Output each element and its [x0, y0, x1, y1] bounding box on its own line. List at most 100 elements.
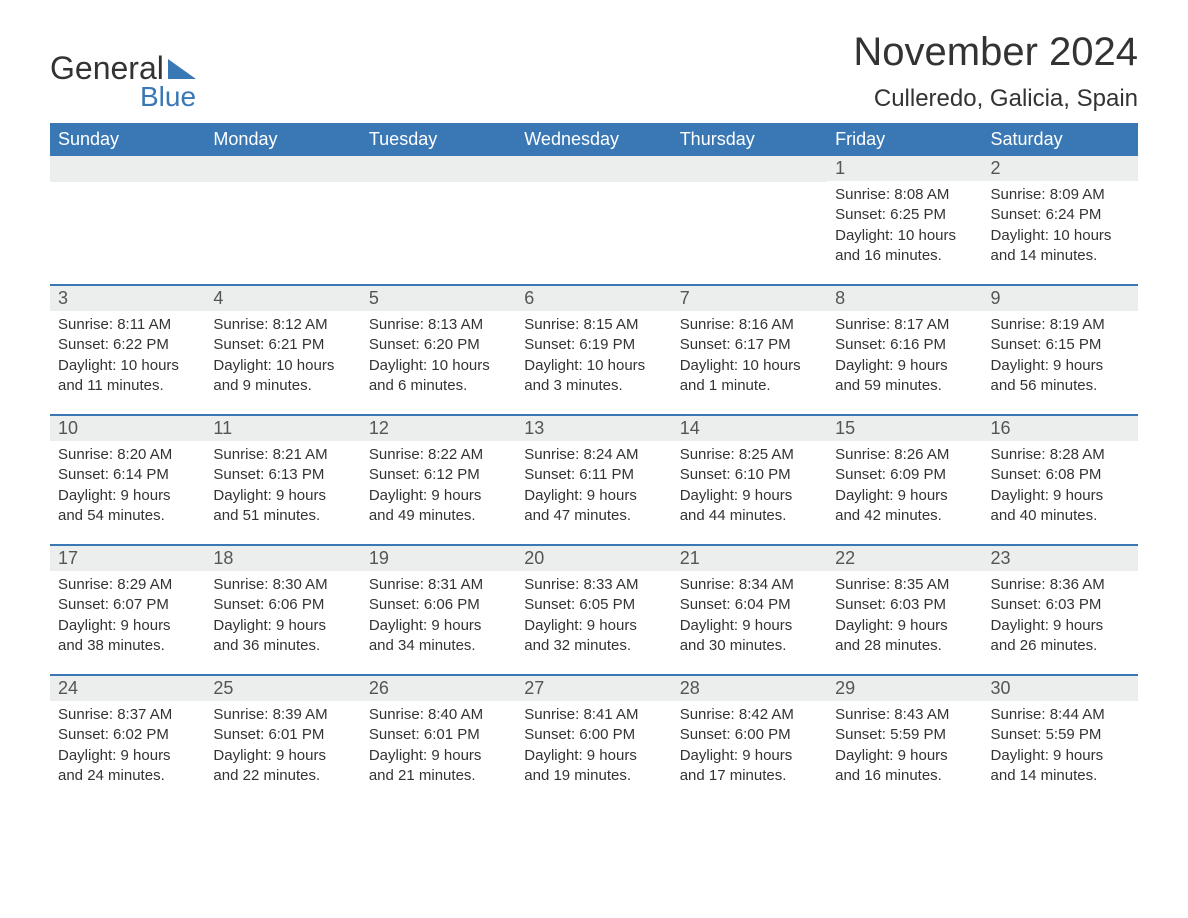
day-cell: 8Sunrise: 8:17 AMSunset: 6:16 PMDaylight…	[827, 286, 982, 414]
day-number: 1	[827, 156, 982, 181]
daylight-line2: and 1 minute.	[680, 376, 819, 396]
daylight-line2: and 54 minutes.	[58, 506, 197, 526]
day-body: Sunrise: 8:31 AMSunset: 6:06 PMDaylight:…	[361, 571, 516, 666]
sunset-text: Sunset: 6:03 PM	[835, 595, 974, 615]
sunrise-text: Sunrise: 8:37 AM	[58, 705, 197, 725]
sunset-text: Sunset: 6:02 PM	[58, 725, 197, 745]
daylight-line1: Daylight: 9 hours	[369, 746, 508, 766]
day-cell: 23Sunrise: 8:36 AMSunset: 6:03 PMDayligh…	[983, 546, 1138, 674]
day-header-cell: Sunday	[50, 123, 205, 156]
day-body: Sunrise: 8:16 AMSunset: 6:17 PMDaylight:…	[672, 311, 827, 406]
sunrise-text: Sunrise: 8:43 AM	[835, 705, 974, 725]
daylight-line1: Daylight: 9 hours	[524, 616, 663, 636]
day-number: 12	[361, 416, 516, 441]
empty-cell	[672, 156, 827, 284]
daylight-line1: Daylight: 9 hours	[991, 356, 1130, 376]
daylight-line1: Daylight: 9 hours	[835, 486, 974, 506]
daylight-line1: Daylight: 9 hours	[369, 616, 508, 636]
day-body: Sunrise: 8:37 AMSunset: 6:02 PMDaylight:…	[50, 701, 205, 796]
day-cell: 15Sunrise: 8:26 AMSunset: 6:09 PMDayligh…	[827, 416, 982, 544]
sunrise-text: Sunrise: 8:44 AM	[991, 705, 1130, 725]
day-number: 14	[672, 416, 827, 441]
day-number: 27	[516, 676, 671, 701]
daylight-line2: and 44 minutes.	[680, 506, 819, 526]
sunrise-text: Sunrise: 8:41 AM	[524, 705, 663, 725]
day-number: 6	[516, 286, 671, 311]
month-title: November 2024	[853, 30, 1138, 75]
day-number: 29	[827, 676, 982, 701]
sunrise-text: Sunrise: 8:09 AM	[991, 185, 1130, 205]
sunrise-text: Sunrise: 8:20 AM	[58, 445, 197, 465]
day-number: 11	[205, 416, 360, 441]
daylight-line1: Daylight: 9 hours	[835, 746, 974, 766]
daylight-line2: and 40 minutes.	[991, 506, 1130, 526]
sunrise-text: Sunrise: 8:21 AM	[213, 445, 352, 465]
sunset-text: Sunset: 6:11 PM	[524, 465, 663, 485]
day-cell: 12 Sunrise: 8:22 AMSunset: 6:12 PMDayligh…	[361, 416, 516, 544]
sunset-text: Sunset: 6:20 PM	[369, 335, 508, 355]
daylight-line1: Daylight: 10 hours	[213, 356, 352, 376]
daylight-line1: Daylight: 9 hours	[213, 746, 352, 766]
daylight-line2: and 24 minutes.	[58, 766, 197, 786]
day-body: Sunrise: 8:25 AMSunset: 6:10 PMDaylight:…	[672, 441, 827, 536]
daylight-line2: and 14 minutes.	[991, 766, 1130, 786]
day-cell: 19Sunrise: 8:31 AMSunset: 6:06 PMDayligh…	[361, 546, 516, 674]
daylight-line2: and 34 minutes.	[369, 636, 508, 656]
sunrise-text: Sunrise: 8:39 AM	[213, 705, 352, 725]
sunset-text: Sunset: 6:12 PM	[369, 465, 508, 485]
daylight-line2: and 21 minutes.	[369, 766, 508, 786]
day-cell: 20Sunrise: 8:33 AMSunset: 6:05 PMDayligh…	[516, 546, 671, 674]
daylight-line1: Daylight: 10 hours	[369, 356, 508, 376]
day-header-cell: Monday	[205, 123, 360, 156]
sunset-text: Sunset: 6:24 PM	[991, 205, 1130, 225]
daylight-line2: and 51 minutes.	[213, 506, 352, 526]
sunrise-text: Sunrise: 8:26 AM	[835, 445, 974, 465]
sunrise-text: Sunrise: 8:22 AM	[369, 445, 508, 465]
sunrise-text: Sunrise: 8:42 AM	[680, 705, 819, 725]
sunset-text: Sunset: 5:59 PM	[835, 725, 974, 745]
day-number: 21	[672, 546, 827, 571]
sunset-text: Sunset: 6:19 PM	[524, 335, 663, 355]
sunset-text: Sunset: 6:06 PM	[213, 595, 352, 615]
day-number: 7	[672, 286, 827, 311]
daylight-line2: and 11 minutes.	[58, 376, 197, 396]
day-body: Sunrise: 8:19 AMSunset: 6:15 PMDaylight:…	[983, 311, 1138, 406]
empty-cell	[205, 156, 360, 284]
daylight-line1: Daylight: 9 hours	[524, 486, 663, 506]
day-number: 24	[50, 676, 205, 701]
sunset-text: Sunset: 6:04 PM	[680, 595, 819, 615]
day-number: 13	[516, 416, 671, 441]
day-cell: 17Sunrise: 8:29 AMSunset: 6:07 PMDayligh…	[50, 546, 205, 674]
daylight-line1: Daylight: 9 hours	[58, 486, 197, 506]
sunset-text: Sunset: 6:06 PM	[369, 595, 508, 615]
day-body: Sunrise: 8:28 AMSunset: 6:08 PMDaylight:…	[983, 441, 1138, 536]
sunset-text: Sunset: 6:00 PM	[524, 725, 663, 745]
sunrise-text: Sunrise: 8:25 AM	[680, 445, 819, 465]
sunrise-text: Sunrise: 8:08 AM	[835, 185, 974, 205]
sunset-text: Sunset: 6:03 PM	[991, 595, 1130, 615]
daylight-line1: Daylight: 9 hours	[991, 486, 1130, 506]
day-cell: 11Sunrise: 8:21 AMSunset: 6:13 PMDayligh…	[205, 416, 360, 544]
daylight-line2: and 22 minutes.	[213, 766, 352, 786]
day-number: 10	[50, 416, 205, 441]
day-number	[50, 156, 205, 182]
day-number	[672, 156, 827, 182]
day-body: Sunrise: 8:41 AMSunset: 6:00 PMDaylight:…	[516, 701, 671, 796]
day-number	[205, 156, 360, 182]
daylight-line1: Daylight: 9 hours	[369, 486, 508, 506]
sunrise-text: Sunrise: 8:11 AM	[58, 315, 197, 335]
sunrise-text: Sunrise: 8:17 AM	[835, 315, 974, 335]
daylight-line2: and 49 minutes.	[369, 506, 508, 526]
day-number: 5	[361, 286, 516, 311]
day-cell: 1Sunrise: 8:08 AMSunset: 6:25 PMDaylight…	[827, 156, 982, 284]
daylight-line2: and 26 minutes.	[991, 636, 1130, 656]
logo-word2: Blue	[140, 81, 196, 113]
daylight-line1: Daylight: 9 hours	[58, 746, 197, 766]
day-header-cell: Friday	[827, 123, 982, 156]
daylight-line1: Daylight: 9 hours	[835, 356, 974, 376]
sunset-text: Sunset: 6:09 PM	[835, 465, 974, 485]
day-body: Sunrise: 8:29 AMSunset: 6:07 PMDaylight:…	[50, 571, 205, 666]
day-cell: 22Sunrise: 8:35 AMSunset: 6:03 PMDayligh…	[827, 546, 982, 674]
sunset-text: Sunset: 6:08 PM	[991, 465, 1130, 485]
daylight-line1: Daylight: 9 hours	[213, 486, 352, 506]
